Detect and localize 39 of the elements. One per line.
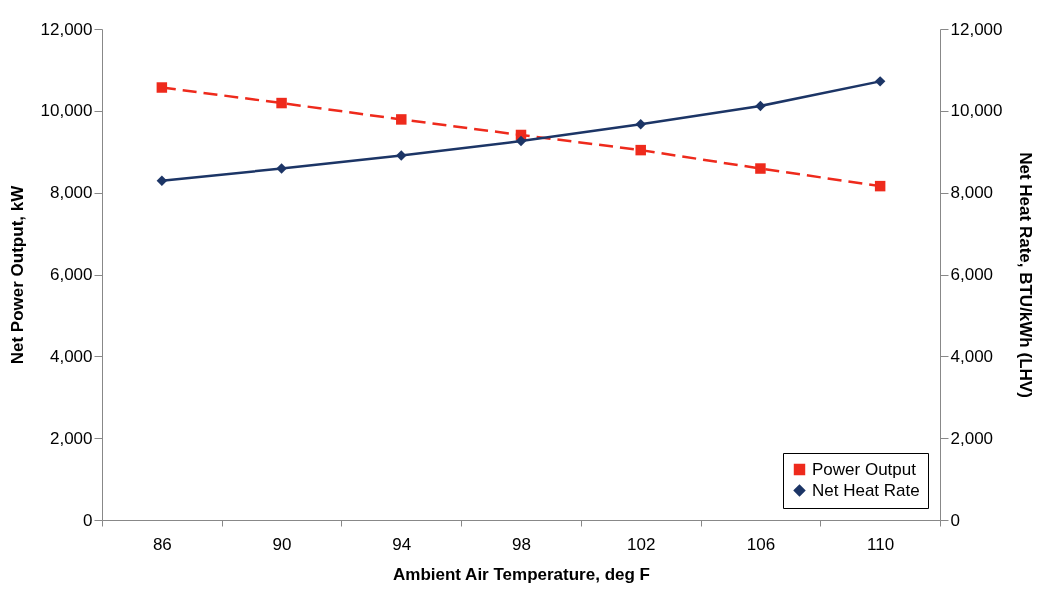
point — [635, 144, 646, 156]
x-tick-label: 86 — [152, 534, 172, 554]
point — [396, 150, 407, 161]
x-tick-label: 90 — [272, 534, 292, 554]
y2-tick-label: 8,000 — [950, 183, 994, 203]
x-tick-label: 94 — [392, 534, 412, 554]
y-tick-label: 4,000 — [49, 346, 93, 366]
y2-tick-label: 12,000 — [950, 19, 1003, 39]
y2-tick-label: 0 — [950, 510, 960, 530]
y2-axis-title: Net Heat Rate, BTU/kWh (LHV) — [1016, 152, 1036, 398]
point — [515, 135, 527, 147]
x-tick-label: 98 — [512, 534, 531, 554]
y-tick-label: 6,000 — [49, 265, 93, 284]
y-tick-label: 10,000 — [40, 101, 93, 121]
y2-tick-label: 2,000 — [950, 428, 994, 448]
point — [276, 163, 287, 174]
point — [635, 119, 646, 130]
y-tick-label: 8,000 — [49, 183, 93, 203]
legend-label: Net Heat Rate — [812, 480, 920, 500]
legend-label: Power Output — [812, 459, 917, 479]
point — [156, 82, 168, 93]
y-tick-label: 0 — [83, 510, 93, 530]
point — [874, 180, 886, 192]
point — [156, 175, 168, 187]
point — [755, 163, 766, 174]
x-tick-label: 102 — [627, 534, 656, 554]
y-tick-label: 12,000 — [40, 19, 93, 39]
y2-tick-label: 10,000 — [950, 101, 1003, 121]
y-tick-label: 2,000 — [49, 428, 93, 448]
point — [396, 114, 407, 125]
point — [276, 97, 287, 109]
x-tick-label: 106 — [746, 534, 776, 554]
y2-tick-label: 4,000 — [950, 346, 994, 366]
x-tick-label: 110 — [867, 534, 895, 554]
point — [755, 100, 766, 112]
y2-tick-label: 6,000 — [950, 265, 994, 284]
y-axis-title: Net Power Output, kW — [7, 184, 27, 365]
point — [874, 76, 886, 87]
x-axis-title: Ambient Air Temperature, deg F — [393, 564, 650, 584]
